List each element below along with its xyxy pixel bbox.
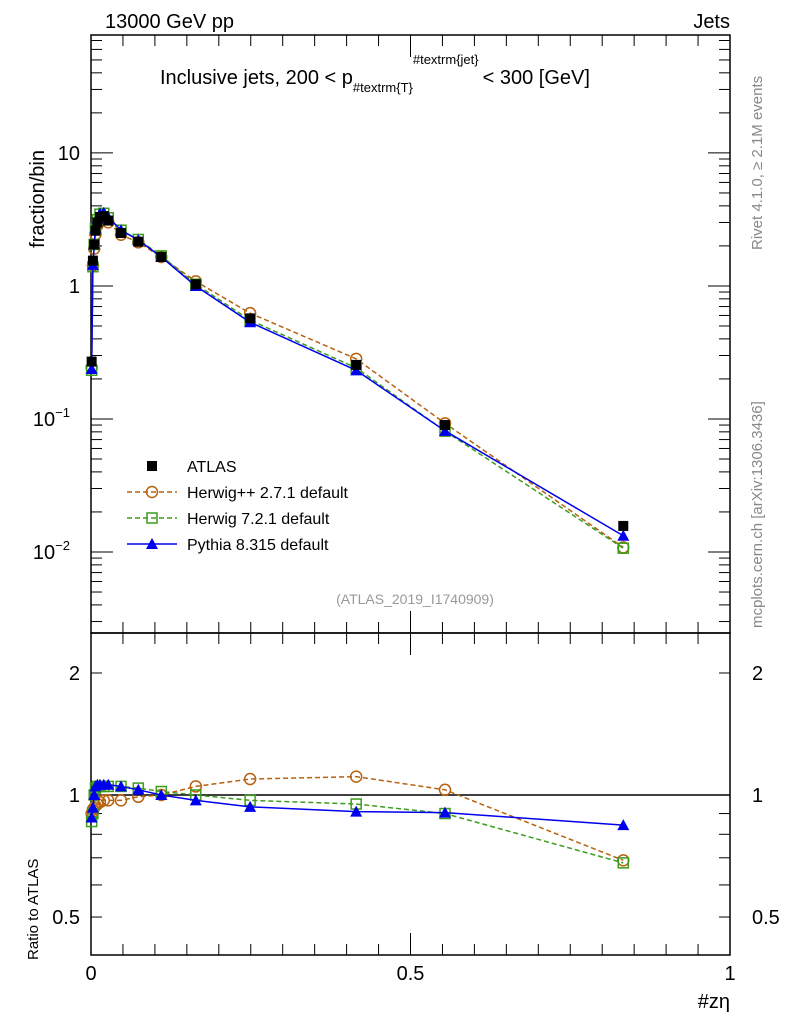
ratio-y-tick-label: 1 (69, 785, 80, 807)
ratio-data-point-1 (189, 780, 203, 793)
atlas-data-point (440, 420, 451, 431)
main-data-point-2 (617, 542, 630, 554)
y-tick-label: 1 (69, 276, 80, 298)
legend-entry: Herwig++ 2.7.1 default (187, 485, 349, 502)
ratio-data-point-1 (243, 772, 257, 786)
ratio-data-point-3 (244, 800, 257, 812)
y-axis-label: fraction/bin (27, 150, 49, 248)
top-left-label: 13000 GeV pp (105, 11, 234, 33)
ratio-data-point-3 (88, 789, 101, 801)
main-series-line-3 (90, 211, 624, 537)
x-tick-label: 0.5 (397, 963, 425, 985)
ratio-data-point-3 (439, 806, 452, 818)
ratio-series-line-1 (90, 775, 624, 862)
ratio-y-tick-label: 2 (69, 663, 80, 685)
ratio-frame (90, 632, 731, 956)
atlas-data-point (351, 359, 362, 370)
main-data-point-3 (617, 529, 630, 541)
atlas-data-point (90, 225, 101, 236)
x-tick-label: 0 (85, 963, 96, 985)
atlas-data-point (618, 520, 629, 531)
ratio-series-line-2 (90, 785, 624, 864)
main-data-point-3 (439, 424, 452, 436)
ratio-data-point-3 (132, 783, 145, 795)
legend-entry: Herwig 7.2.1 default (187, 511, 330, 528)
plot-area: 0 0.5 1 10 1 10−1 10−2 2 2 1 1 0.5 0.5 ATLAS Herwig++ … (33, 34, 780, 985)
ratio-data-point-3 (115, 780, 128, 792)
top-right-label: Jets (693, 11, 730, 33)
legend-marker (147, 461, 157, 471)
atlas-data-point (87, 255, 98, 266)
legend-marker (145, 485, 159, 499)
atlas-data-point (156, 252, 167, 263)
atlas-data-point (89, 239, 100, 250)
main-data-point-3 (85, 362, 98, 374)
ratio-data-point-3 (85, 811, 98, 823)
ratio-data-point-1 (438, 783, 452, 797)
atlas-data-point (92, 217, 103, 228)
rivet-label: Rivet 4.1.0, ≥ 2.1M events (749, 76, 766, 250)
ratio-data-point-3 (350, 805, 363, 817)
y-tick-label: 10−1 (33, 405, 70, 431)
ratio-data-point-3 (617, 819, 630, 831)
ratio-data-point-3 (102, 778, 115, 790)
ratio-data-point-1 (114, 794, 128, 807)
ratio-data-point-1 (349, 770, 363, 783)
y-tick-label: 10 (58, 143, 80, 165)
ratio-y-tick-label-right: 0.5 (752, 907, 780, 929)
ratio-data-point-3 (155, 789, 168, 801)
legend-marker (146, 512, 158, 524)
atlas-data-point (245, 313, 256, 324)
atlas-data-point (116, 228, 127, 239)
main-series-line-1 (90, 216, 624, 548)
legend-entry: ATLAS (187, 459, 237, 476)
atlas-data-point (190, 279, 201, 290)
atlas-data-point (133, 236, 144, 247)
ratio-y-tick-label: 0.5 (52, 907, 80, 929)
chart-title: Inclusive jets, 200 < p#textrm{T}#textrm… (160, 52, 590, 95)
ratio-data-point-1 (102, 794, 115, 807)
ratio-data-point-2 (617, 857, 630, 869)
ratio-y-tick-label-right: 2 (752, 663, 763, 685)
y-tick-label: 10−2 (33, 538, 70, 564)
x-tick-label: 1 (724, 963, 735, 985)
atlas-data-point (103, 215, 114, 226)
ratio-y-tick-label-right: 1 (752, 785, 763, 807)
watermark: (ATLAS_2019_I1740909) (336, 591, 494, 607)
x-axis-label: #zη (698, 991, 730, 1013)
ratio-data-point-3 (86, 801, 99, 813)
mcplots-label: mcplots.cern.ch [arXiv:1306.3436] (749, 401, 766, 628)
legend-entry: Pythia 8.315 default (187, 537, 329, 554)
ratio-data-point-3 (189, 794, 202, 806)
legend-marker (146, 538, 158, 549)
atlas-data-point (86, 356, 97, 367)
ratio-y-axis-label: Ratio to ATLAS (25, 859, 42, 960)
